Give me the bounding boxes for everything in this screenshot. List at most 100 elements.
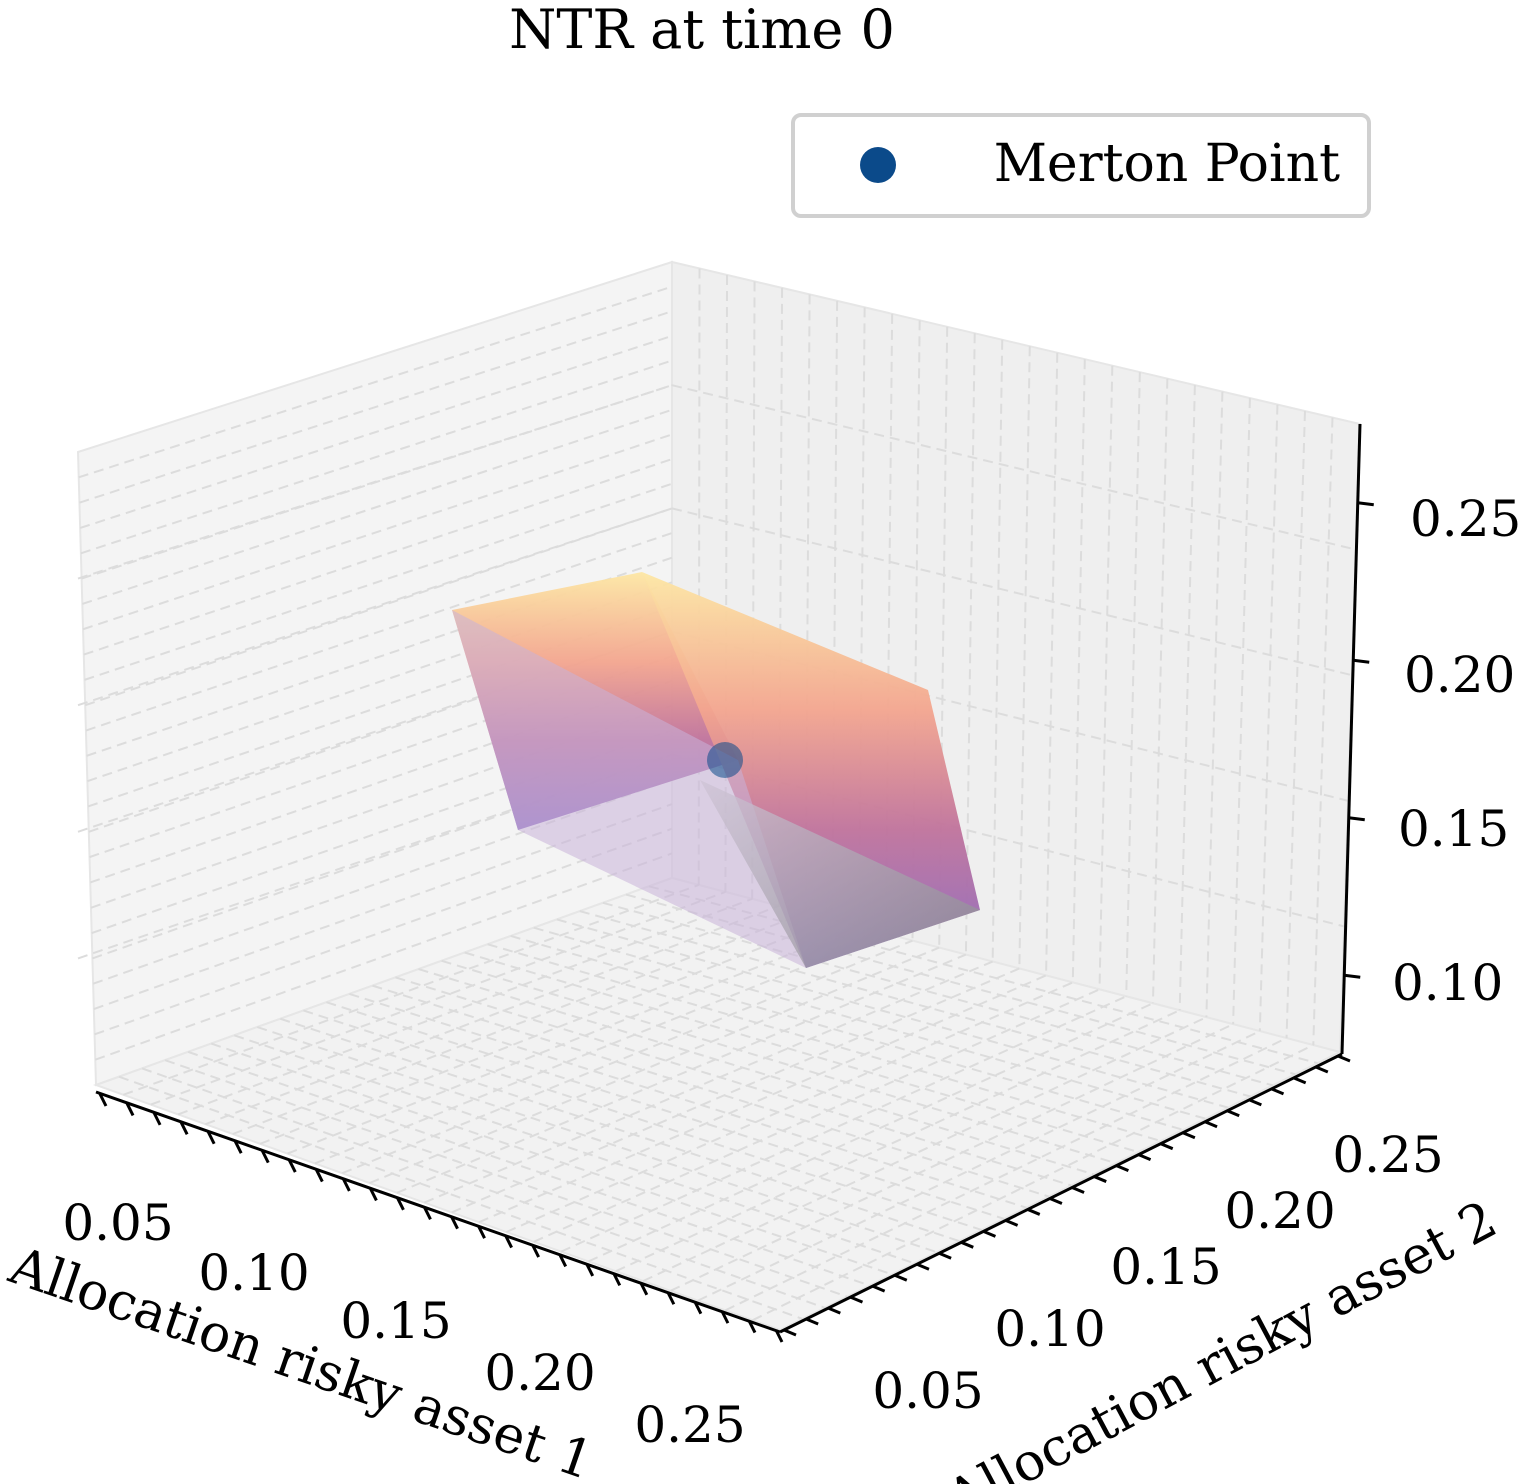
- y-minor-tick: [916, 1262, 930, 1271]
- grid-line: [1045, 352, 1059, 976]
- grid-line: [505, 981, 1074, 1233]
- z-tick: [1353, 658, 1370, 664]
- floor-pane: [93, 876, 1343, 1332]
- y-minor-tick: [1315, 1065, 1329, 1074]
- y-minor-tick: [982, 1229, 997, 1238]
- ntr-region-bottom-face: [700, 780, 980, 968]
- y-minor-tick: [938, 1251, 952, 1260]
- grid-line: [177, 897, 753, 1116]
- grid-line: [164, 1059, 848, 1298]
- y-minor-tick: [1027, 1208, 1041, 1216]
- grid-line: [1151, 378, 1169, 1004]
- z-tick: [1344, 973, 1361, 979]
- y-minor-tick: [1160, 1142, 1174, 1151]
- grid-line: [92, 778, 673, 985]
- grid-line: [396, 953, 967, 1194]
- x-minor-tick: [693, 1301, 703, 1315]
- grid-line: [349, 992, 1027, 1209]
- y-minor-tick: [1226, 1109, 1240, 1118]
- grid-line: [77, 630, 673, 833]
- z-axis-line: [1340, 423, 1362, 1055]
- grid-line: [78, 285, 673, 479]
- grid-line: [1125, 372, 1141, 997]
- grid-line: [84, 507, 673, 707]
- grid-line: [602, 901, 1274, 1087]
- x-tick-labels: 0.05 0.10 0.15 0.20 0.25: [62, 1194, 745, 1454]
- y-minor-tick: [1204, 1120, 1218, 1129]
- y-minor-tick: [1093, 1175, 1107, 1183]
- grid-line: [423, 960, 994, 1204]
- y-minor-tick: [1182, 1131, 1196, 1140]
- y-tick-labels: 0.05 0.10 0.15 0.20 0.25: [872, 1126, 1443, 1420]
- grid-line: [451, 967, 1020, 1214]
- x-minor-tick: [774, 1329, 784, 1343]
- grid-line: [82, 408, 673, 605]
- y-minor-tick: [1071, 1186, 1085, 1194]
- grid-line: [670, 1023, 1234, 1292]
- chart-title: NTR at time 0: [509, 0, 895, 61]
- grid-line: [441, 959, 1117, 1165]
- ntr-region-right-face: [642, 572, 980, 968]
- grid-line: [1018, 346, 1031, 969]
- grid-line: [280, 1017, 960, 1242]
- grid-line: [642, 1016, 1207, 1282]
- grid-line: [94, 827, 673, 1036]
- grid-line: [187, 1050, 870, 1287]
- grid-line: [93, 803, 673, 1010]
- y-minor-tick: [827, 1306, 841, 1315]
- grid-line: [82, 433, 673, 631]
- grid-line: [724, 1037, 1287, 1312]
- grid-line: [464, 951, 1139, 1154]
- grid-line: [341, 939, 913, 1175]
- legend-label-merton-point: Merton Point: [994, 134, 1340, 194]
- grid-line: [303, 1009, 982, 1231]
- x-minor-tick: [179, 1121, 189, 1135]
- grid-line: [232, 911, 806, 1135]
- y-tick-label: 0.20: [1224, 1182, 1335, 1240]
- grid-line: [752, 1044, 1314, 1322]
- x-minor-tick: [639, 1282, 649, 1296]
- y-minor-tick: [783, 1328, 797, 1337]
- x-minor-tick: [450, 1216, 459, 1230]
- grid-line: [259, 918, 833, 1145]
- x-minor-tick: [504, 1234, 513, 1249]
- grid-line: [1258, 404, 1279, 1032]
- y-minor-tick: [849, 1295, 864, 1304]
- grid-line: [510, 934, 1184, 1131]
- grid-line: [533, 926, 1206, 1120]
- grid-line: [123, 884, 700, 1096]
- grid-line: [1178, 385, 1196, 1011]
- x-minor-tick: [260, 1149, 270, 1164]
- z-tick-label: 0.20: [1404, 646, 1515, 704]
- x-minor-tick: [233, 1140, 243, 1154]
- grid-line: [77, 384, 673, 580]
- grid-line: [118, 1075, 803, 1320]
- grid-line: [77, 753, 673, 960]
- grid-line: [1312, 417, 1334, 1046]
- y-minor-tick: [960, 1240, 974, 1249]
- grid-line: [560, 995, 1127, 1253]
- x-tick-label: 0.25: [634, 1396, 745, 1454]
- grid-line: [372, 984, 1050, 1198]
- legend-box: [791, 113, 1371, 218]
- x-minor-tick: [287, 1159, 297, 1173]
- x-tick-label: 0.05: [62, 1194, 173, 1252]
- y-minor-tick: [1005, 1219, 1019, 1227]
- x-minor-tick: [98, 1093, 108, 1107]
- z-tick-label: 0.10: [1392, 954, 1503, 1012]
- grid-line: [84, 482, 673, 681]
- z-tick-label: 0.15: [1398, 800, 1509, 858]
- x-minor-tick: [585, 1263, 595, 1277]
- grid-line: [210, 1042, 893, 1276]
- x-minor-tick: [206, 1131, 216, 1145]
- y-minor-tick: [1293, 1076, 1307, 1085]
- z-ticks: [1344, 501, 1374, 979]
- grid-line: [314, 932, 887, 1165]
- grid-line: [556, 918, 1229, 1109]
- grid-line: [1098, 365, 1114, 990]
- y-tick-label: 0.05: [872, 1362, 983, 1420]
- z-tick: [1348, 816, 1365, 822]
- y-minor-tick: [1270, 1087, 1285, 1096]
- z-tick-label: 0.25: [1410, 490, 1521, 548]
